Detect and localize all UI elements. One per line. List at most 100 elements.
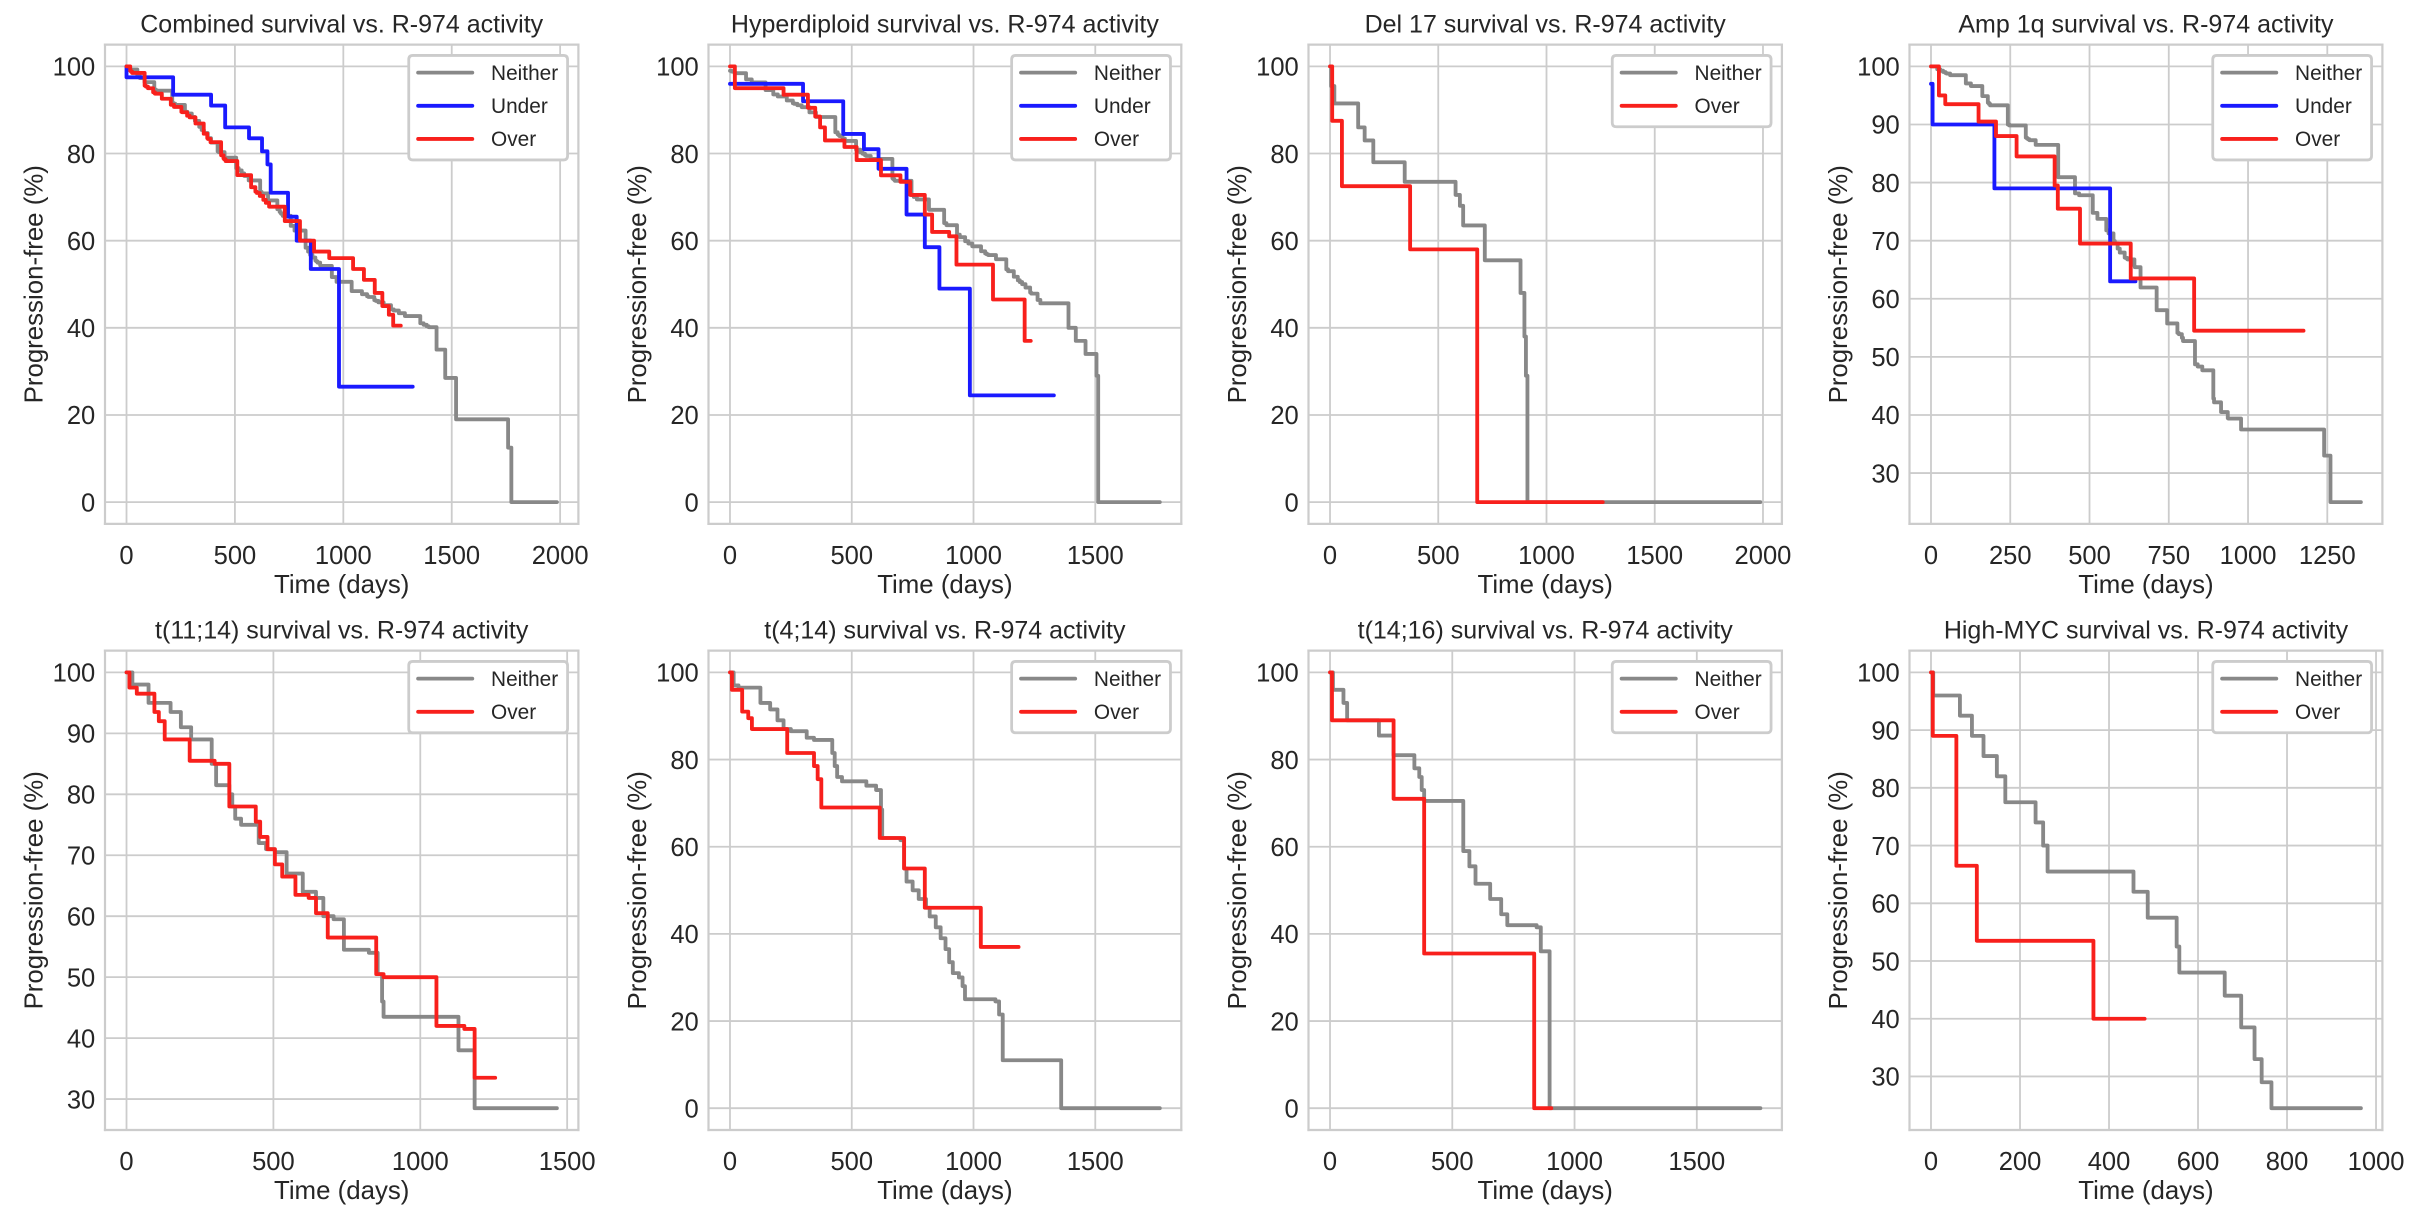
svg-text:80: 80: [67, 141, 95, 169]
svg-text:Time (days): Time (days): [2078, 1177, 2213, 1205]
svg-text:60: 60: [1871, 891, 1899, 919]
svg-text:Progression-free (%): Progression-free (%): [1224, 771, 1252, 1009]
svg-text:t(4;14) survival vs. R-974 act: t(4;14) survival vs. R-974 activity: [764, 616, 1126, 644]
svg-text:40: 40: [1871, 1006, 1899, 1034]
svg-text:Over: Over: [491, 128, 536, 151]
svg-text:100: 100: [53, 660, 96, 688]
svg-text:1000: 1000: [315, 542, 372, 570]
svg-text:High-MYC survival vs. R-974 ac: High-MYC survival vs. R-974 activity: [1944, 616, 2349, 644]
svg-text:Progression-free (%): Progression-free (%): [624, 771, 652, 1009]
svg-text:Progression-free (%): Progression-free (%): [20, 771, 48, 1009]
svg-text:70: 70: [67, 843, 95, 871]
svg-text:0: 0: [723, 542, 737, 570]
svg-text:200: 200: [1999, 1148, 2042, 1176]
svg-text:0: 0: [723, 1148, 737, 1176]
svg-text:Time (days): Time (days): [274, 571, 409, 599]
svg-text:40: 40: [67, 1025, 95, 1053]
svg-text:Neither: Neither: [1094, 62, 1161, 85]
svg-text:50: 50: [67, 964, 95, 992]
svg-text:Time (days): Time (days): [2078, 571, 2213, 599]
svg-text:80: 80: [670, 141, 698, 169]
svg-text:2000: 2000: [532, 542, 589, 570]
svg-text:1000: 1000: [1546, 1148, 1603, 1176]
svg-text:60: 60: [670, 228, 698, 256]
svg-text:Under: Under: [2295, 95, 2352, 118]
svg-text:Neither: Neither: [2295, 62, 2362, 85]
svg-text:750: 750: [2147, 542, 2190, 570]
svg-text:80: 80: [670, 747, 698, 775]
svg-text:800: 800: [2266, 1148, 2309, 1176]
svg-text:500: 500: [214, 542, 257, 570]
svg-text:100: 100: [656, 660, 699, 688]
svg-text:0: 0: [1323, 1148, 1337, 1176]
svg-text:50: 50: [1871, 344, 1899, 372]
svg-text:0: 0: [1924, 542, 1938, 570]
svg-text:100: 100: [1857, 54, 1900, 82]
svg-text:Over: Over: [1094, 701, 1139, 724]
svg-text:0: 0: [685, 489, 699, 517]
svg-text:500: 500: [830, 542, 873, 570]
svg-text:100: 100: [656, 54, 699, 82]
svg-text:0: 0: [81, 489, 95, 517]
svg-text:Neither: Neither: [491, 62, 558, 85]
svg-text:Over: Over: [2295, 701, 2340, 724]
svg-text:Over: Over: [1695, 701, 1740, 724]
svg-text:Del 17 survival vs. R-974 acti: Del 17 survival vs. R-974 activity: [1365, 10, 1727, 38]
svg-text:1500: 1500: [1067, 1148, 1124, 1176]
svg-text:70: 70: [1871, 228, 1899, 256]
svg-text:60: 60: [1871, 286, 1899, 314]
svg-text:80: 80: [1871, 775, 1899, 803]
svg-text:40: 40: [1871, 402, 1899, 430]
svg-text:60: 60: [67, 228, 95, 256]
svg-text:t(11;14) survival vs. R-974 ac: t(11;14) survival vs. R-974 activity: [155, 616, 529, 644]
svg-text:Amp 1q survival vs. R-974 acti: Amp 1q survival vs. R-974 activity: [1958, 10, 2334, 38]
svg-text:Time (days): Time (days): [877, 1177, 1012, 1205]
svg-text:2000: 2000: [1735, 542, 1792, 570]
svg-text:Neither: Neither: [1094, 668, 1161, 691]
svg-text:90: 90: [1871, 717, 1899, 745]
svg-text:90: 90: [67, 721, 95, 749]
svg-text:0: 0: [685, 1095, 699, 1123]
svg-text:20: 20: [67, 402, 95, 430]
svg-text:Time (days): Time (days): [1478, 1177, 1613, 1205]
svg-text:1000: 1000: [392, 1148, 449, 1176]
svg-text:100: 100: [1256, 54, 1299, 82]
svg-text:250: 250: [1989, 542, 2032, 570]
svg-text:0: 0: [119, 542, 133, 570]
svg-text:1250: 1250: [2299, 542, 2356, 570]
svg-text:Neither: Neither: [1695, 668, 1762, 691]
svg-text:1000: 1000: [945, 1148, 1002, 1176]
svg-text:Progression-free (%): Progression-free (%): [1825, 165, 1853, 403]
svg-text:Neither: Neither: [2295, 668, 2362, 691]
svg-text:Time (days): Time (days): [274, 1177, 409, 1205]
svg-text:Hyperdiploid survival vs. R-97: Hyperdiploid survival vs. R-974 activity: [731, 10, 1159, 38]
svg-text:0: 0: [119, 1148, 133, 1176]
svg-text:Over: Over: [2295, 128, 2340, 151]
svg-text:1000: 1000: [2220, 542, 2277, 570]
svg-text:60: 60: [1270, 228, 1298, 256]
svg-text:90: 90: [1871, 112, 1899, 140]
svg-text:60: 60: [1270, 834, 1298, 862]
svg-text:1500: 1500: [1626, 542, 1683, 570]
svg-text:80: 80: [1871, 170, 1899, 198]
svg-text:Combined survival vs. R-974 ac: Combined survival vs. R-974 activity: [140, 10, 543, 38]
svg-text:60: 60: [67, 903, 95, 931]
svg-text:Time (days): Time (days): [877, 571, 1012, 599]
svg-text:20: 20: [1270, 402, 1298, 430]
svg-text:100: 100: [53, 54, 96, 82]
svg-text:100: 100: [1256, 660, 1299, 688]
svg-text:Under: Under: [491, 95, 548, 118]
svg-text:Under: Under: [1094, 95, 1151, 118]
svg-text:0: 0: [1323, 542, 1337, 570]
svg-text:500: 500: [252, 1148, 295, 1176]
svg-text:Progression-free (%): Progression-free (%): [1224, 165, 1252, 403]
svg-text:400: 400: [2088, 1148, 2131, 1176]
svg-text:80: 80: [67, 782, 95, 810]
svg-text:0: 0: [1285, 1095, 1299, 1123]
svg-text:40: 40: [67, 315, 95, 343]
svg-text:Neither: Neither: [1695, 62, 1762, 85]
svg-text:1000: 1000: [2348, 1148, 2405, 1176]
svg-text:1500: 1500: [1067, 542, 1124, 570]
svg-text:500: 500: [1431, 1148, 1474, 1176]
svg-text:600: 600: [2177, 1148, 2220, 1176]
